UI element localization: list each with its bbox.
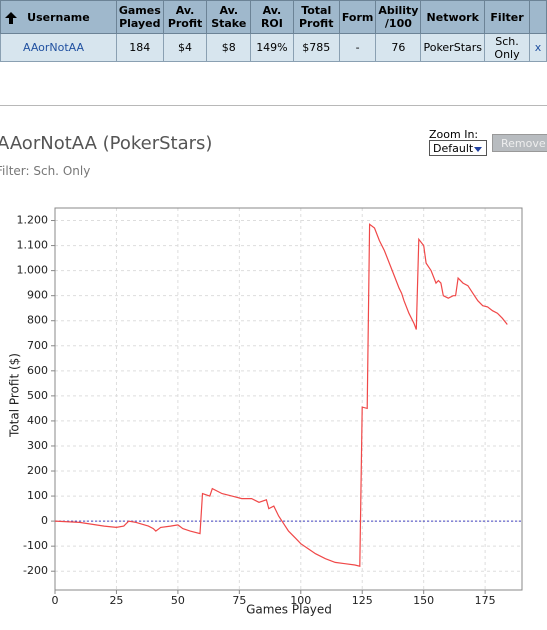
y-tick-label: 200	[27, 464, 48, 477]
x-axis-label: Games Played	[246, 603, 332, 617]
x-tick-label: 75	[232, 594, 246, 607]
x-tick-label: 0	[52, 594, 59, 607]
plot-area	[55, 208, 522, 590]
table-row: AAorNotAA 184 $4 $8 149% $785-76 PokerStars Sch…	[0, 33, 547, 62]
y-tick-label: 400	[27, 414, 48, 427]
remove-button[interactable]: Remove	[492, 134, 547, 152]
data-line	[54, 223, 508, 567]
x-tick-label: 175	[475, 594, 496, 607]
header-cell: Av. Stake	[206, 0, 252, 34]
y-tick-label: 900	[27, 289, 48, 302]
zoom-value: Default	[433, 142, 474, 155]
x-tick-label: 25	[109, 594, 123, 607]
header-cell: Filter	[483, 0, 531, 34]
plot-border	[54, 207, 523, 591]
y-tick-label: 600	[27, 364, 48, 377]
sort-arrow[interactable]	[4, 11, 17, 24]
x-tick-label: 100	[290, 594, 311, 607]
separator	[0, 105, 547, 106]
table-cell: $8	[206, 33, 252, 62]
x-tick-label: 150	[413, 594, 434, 607]
table-cell[interactable]: AAorNotAA	[0, 33, 117, 62]
y-tick-label: 500	[27, 389, 48, 402]
header-row: Username Games Played Av. Profit Av. Stake A…	[0, 0, 547, 34]
header-cell: Av. ROI	[250, 0, 294, 34]
header-cell: Ability /100	[375, 0, 422, 34]
y-tick-label: 0	[41, 514, 48, 527]
dropdown-arrow	[474, 147, 482, 152]
header-cell: Username	[0, 0, 117, 34]
y-tick-label: 1.200	[17, 214, 49, 227]
header-cell	[529, 0, 547, 34]
table-cell: $4	[162, 33, 208, 62]
y-tick-label: 800	[27, 314, 48, 327]
table-cell: Sch. Only	[483, 33, 531, 62]
y-axis-label: Total Profit ($)	[8, 353, 22, 438]
table-cell: $785	[292, 33, 340, 62]
y-tick-label: 1.000	[17, 264, 49, 277]
header-cell: Form	[338, 0, 377, 34]
zoom-select[interactable]: Default	[429, 140, 487, 156]
table-cell: 149%	[250, 33, 294, 62]
table-cell[interactable]: x	[529, 33, 547, 62]
y-tick-label: 100	[27, 489, 48, 502]
y-tick-label: -100	[23, 539, 48, 552]
zoom-label: Zoom In:	[429, 128, 479, 141]
header-cell: Network	[420, 0, 485, 34]
chart-heading: AAorNotAA (PokerStars)	[0, 133, 213, 154]
y-tick-label: -200	[23, 564, 48, 577]
y-tick-label: 300	[27, 439, 48, 452]
y-tick-label: 1.100	[17, 239, 49, 252]
table-cell: 76	[375, 33, 422, 62]
table-cell: PokerStars	[420, 33, 485, 62]
x-tick-label: 50	[171, 594, 185, 607]
filter-text: Filter: Sch. Only	[0, 164, 91, 178]
header-cell: Total Profit	[292, 0, 340, 34]
table-cell: 184	[115, 33, 164, 62]
table-body: AAorNotAA 184 $4 $8 149% $785-76 PokerStars Sch…	[0, 33, 547, 62]
y-tick-label: 700	[27, 339, 48, 352]
x-tick-label: 125	[352, 594, 373, 607]
stats-table: Username Games Played Av. Profit Av. Stake A…	[0, 0, 547, 62]
